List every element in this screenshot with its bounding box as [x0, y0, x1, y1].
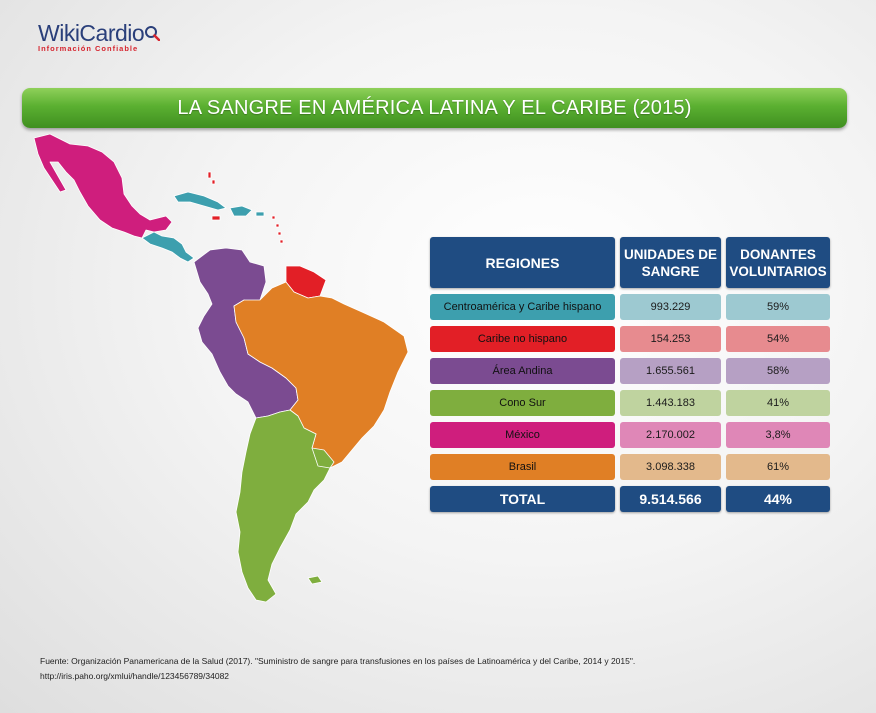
cell-donors: 54% [726, 326, 830, 352]
cell-units: 3.098.338 [620, 454, 721, 480]
cell-region: Área Andina [430, 358, 615, 384]
cell-units: 1.655.561 [620, 358, 721, 384]
total-donors: 44% [726, 486, 830, 512]
table-row: Cono Sur 1.443.183 41% [430, 390, 830, 416]
cell-donors: 59% [726, 294, 830, 320]
latin-america-map [33, 133, 409, 603]
region-malvinas [307, 575, 323, 585]
region-puerto-rico [255, 211, 265, 217]
region-jamaica [211, 215, 221, 221]
table-row: Brasil 3.098.338 61% [430, 454, 830, 480]
page-title: LA SANGRE EN AMÉRICA LATINA Y EL CARIBE … [177, 96, 692, 119]
table-row: Centroamérica y Caribe hispano 993.229 59% [430, 294, 830, 320]
table-total-row: TOTAL 9.514.566 44% [430, 486, 830, 512]
table-rows: Centroamérica y Caribe hispano 993.229 59%… [430, 294, 830, 480]
table-row: Caribe no hispano 154.253 54% [430, 326, 830, 352]
table-row: México 2.170.002 3,8% [430, 422, 830, 448]
blood-data-table: REGIONES UNIDADES DE SANGRE DONANTES VOL… [430, 237, 830, 518]
cell-units: 154.253 [620, 326, 721, 352]
source-url: http://iris.paho.org/xmlui/handle/123456… [40, 671, 230, 681]
region-cuba [173, 191, 227, 211]
header-regiones: REGIONES [430, 237, 615, 288]
cell-region: Centroamérica y Caribe hispano [430, 294, 615, 320]
magnifier-icon [145, 26, 161, 41]
cell-donors: 61% [726, 454, 830, 480]
cell-region: Brasil [430, 454, 615, 480]
cell-units: 2.170.002 [620, 422, 721, 448]
logo-tagline: Información Confiable [38, 44, 139, 53]
cell-donors: 58% [726, 358, 830, 384]
title-banner: LA SANGRE EN AMÉRICA LATINA Y EL CARIBE … [22, 88, 847, 128]
region-centroamerica [141, 231, 195, 263]
region-lesser-antilles [207, 171, 284, 244]
total-units: 9.514.566 [620, 486, 721, 512]
region-mexico [33, 133, 173, 239]
source-citation: Fuente: Organización Panamericana de la … [40, 656, 636, 666]
cell-region: Caribe no hispano [430, 326, 615, 352]
cell-region: México [430, 422, 615, 448]
source-note: Fuente: Organización Panamericana de la … [40, 654, 635, 684]
cell-units: 1.443.183 [620, 390, 721, 416]
total-label: TOTAL [430, 486, 615, 512]
table-header: REGIONES UNIDADES DE SANGRE DONANTES VOL… [430, 237, 830, 288]
wikicardio-logo: WikiCardio Información Confiable [38, 20, 168, 60]
header-unidades: UNIDADES DE SANGRE [620, 237, 721, 288]
cell-region: Cono Sur [430, 390, 615, 416]
region-cono-sur [235, 409, 331, 603]
cell-units: 993.229 [620, 294, 721, 320]
logo-brand: WikiCardio [38, 20, 145, 46]
table-row: Área Andina 1.655.561 58% [430, 358, 830, 384]
region-uruguay [311, 447, 335, 469]
header-donantes: DONANTES VOLUNTARIOS [726, 237, 830, 288]
cell-donors: 41% [726, 390, 830, 416]
region-hispaniola [229, 205, 253, 217]
cell-donors: 3,8% [726, 422, 830, 448]
region-brasil [233, 281, 409, 469]
